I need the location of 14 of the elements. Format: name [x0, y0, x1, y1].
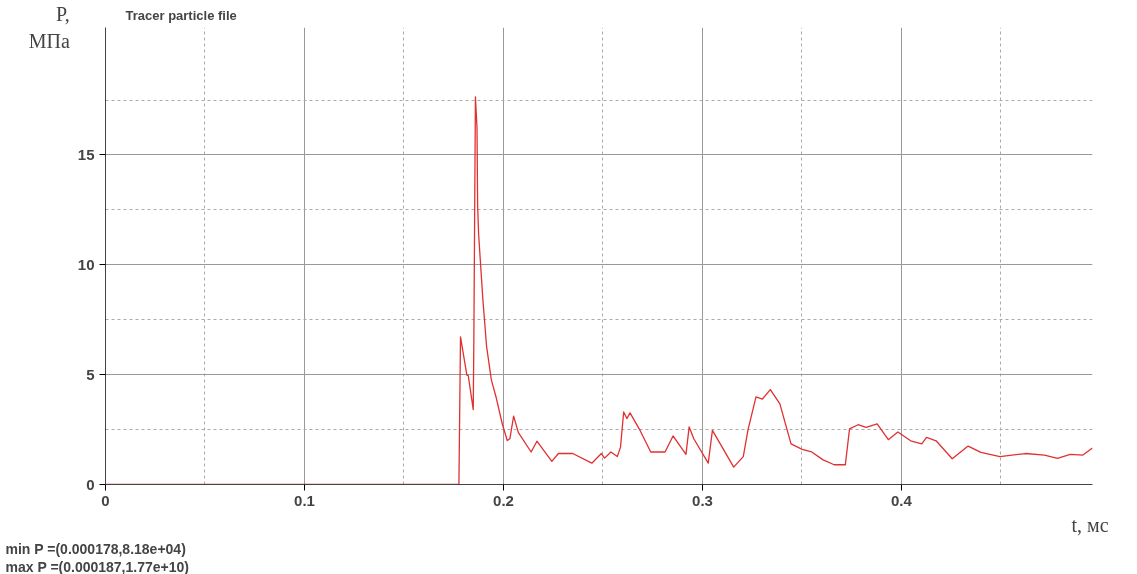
x-axis-title: t, мс: [1071, 513, 1109, 536]
y-tick-label: 10: [77, 255, 95, 273]
x-tick-label: 0.3: [692, 491, 713, 509]
y-tick-label: 5: [86, 365, 95, 383]
chart-title: Tracer particle file: [125, 7, 237, 23]
y-tick-label: 15: [77, 145, 95, 163]
y-tick-label: 0: [86, 475, 95, 493]
x-tick-label: 0.1: [294, 491, 315, 509]
x-tick-label: 0.4: [891, 491, 913, 509]
x-tick-label: 0: [101, 491, 110, 509]
x-tick-label: 0.2: [493, 491, 514, 509]
text: min P =(0.000178,8.18e+04): [5, 540, 186, 557]
y-axis-title: P, МПа: [28, 3, 70, 52]
text: max P =(0.000187,1.77e+10): [5, 558, 189, 574]
